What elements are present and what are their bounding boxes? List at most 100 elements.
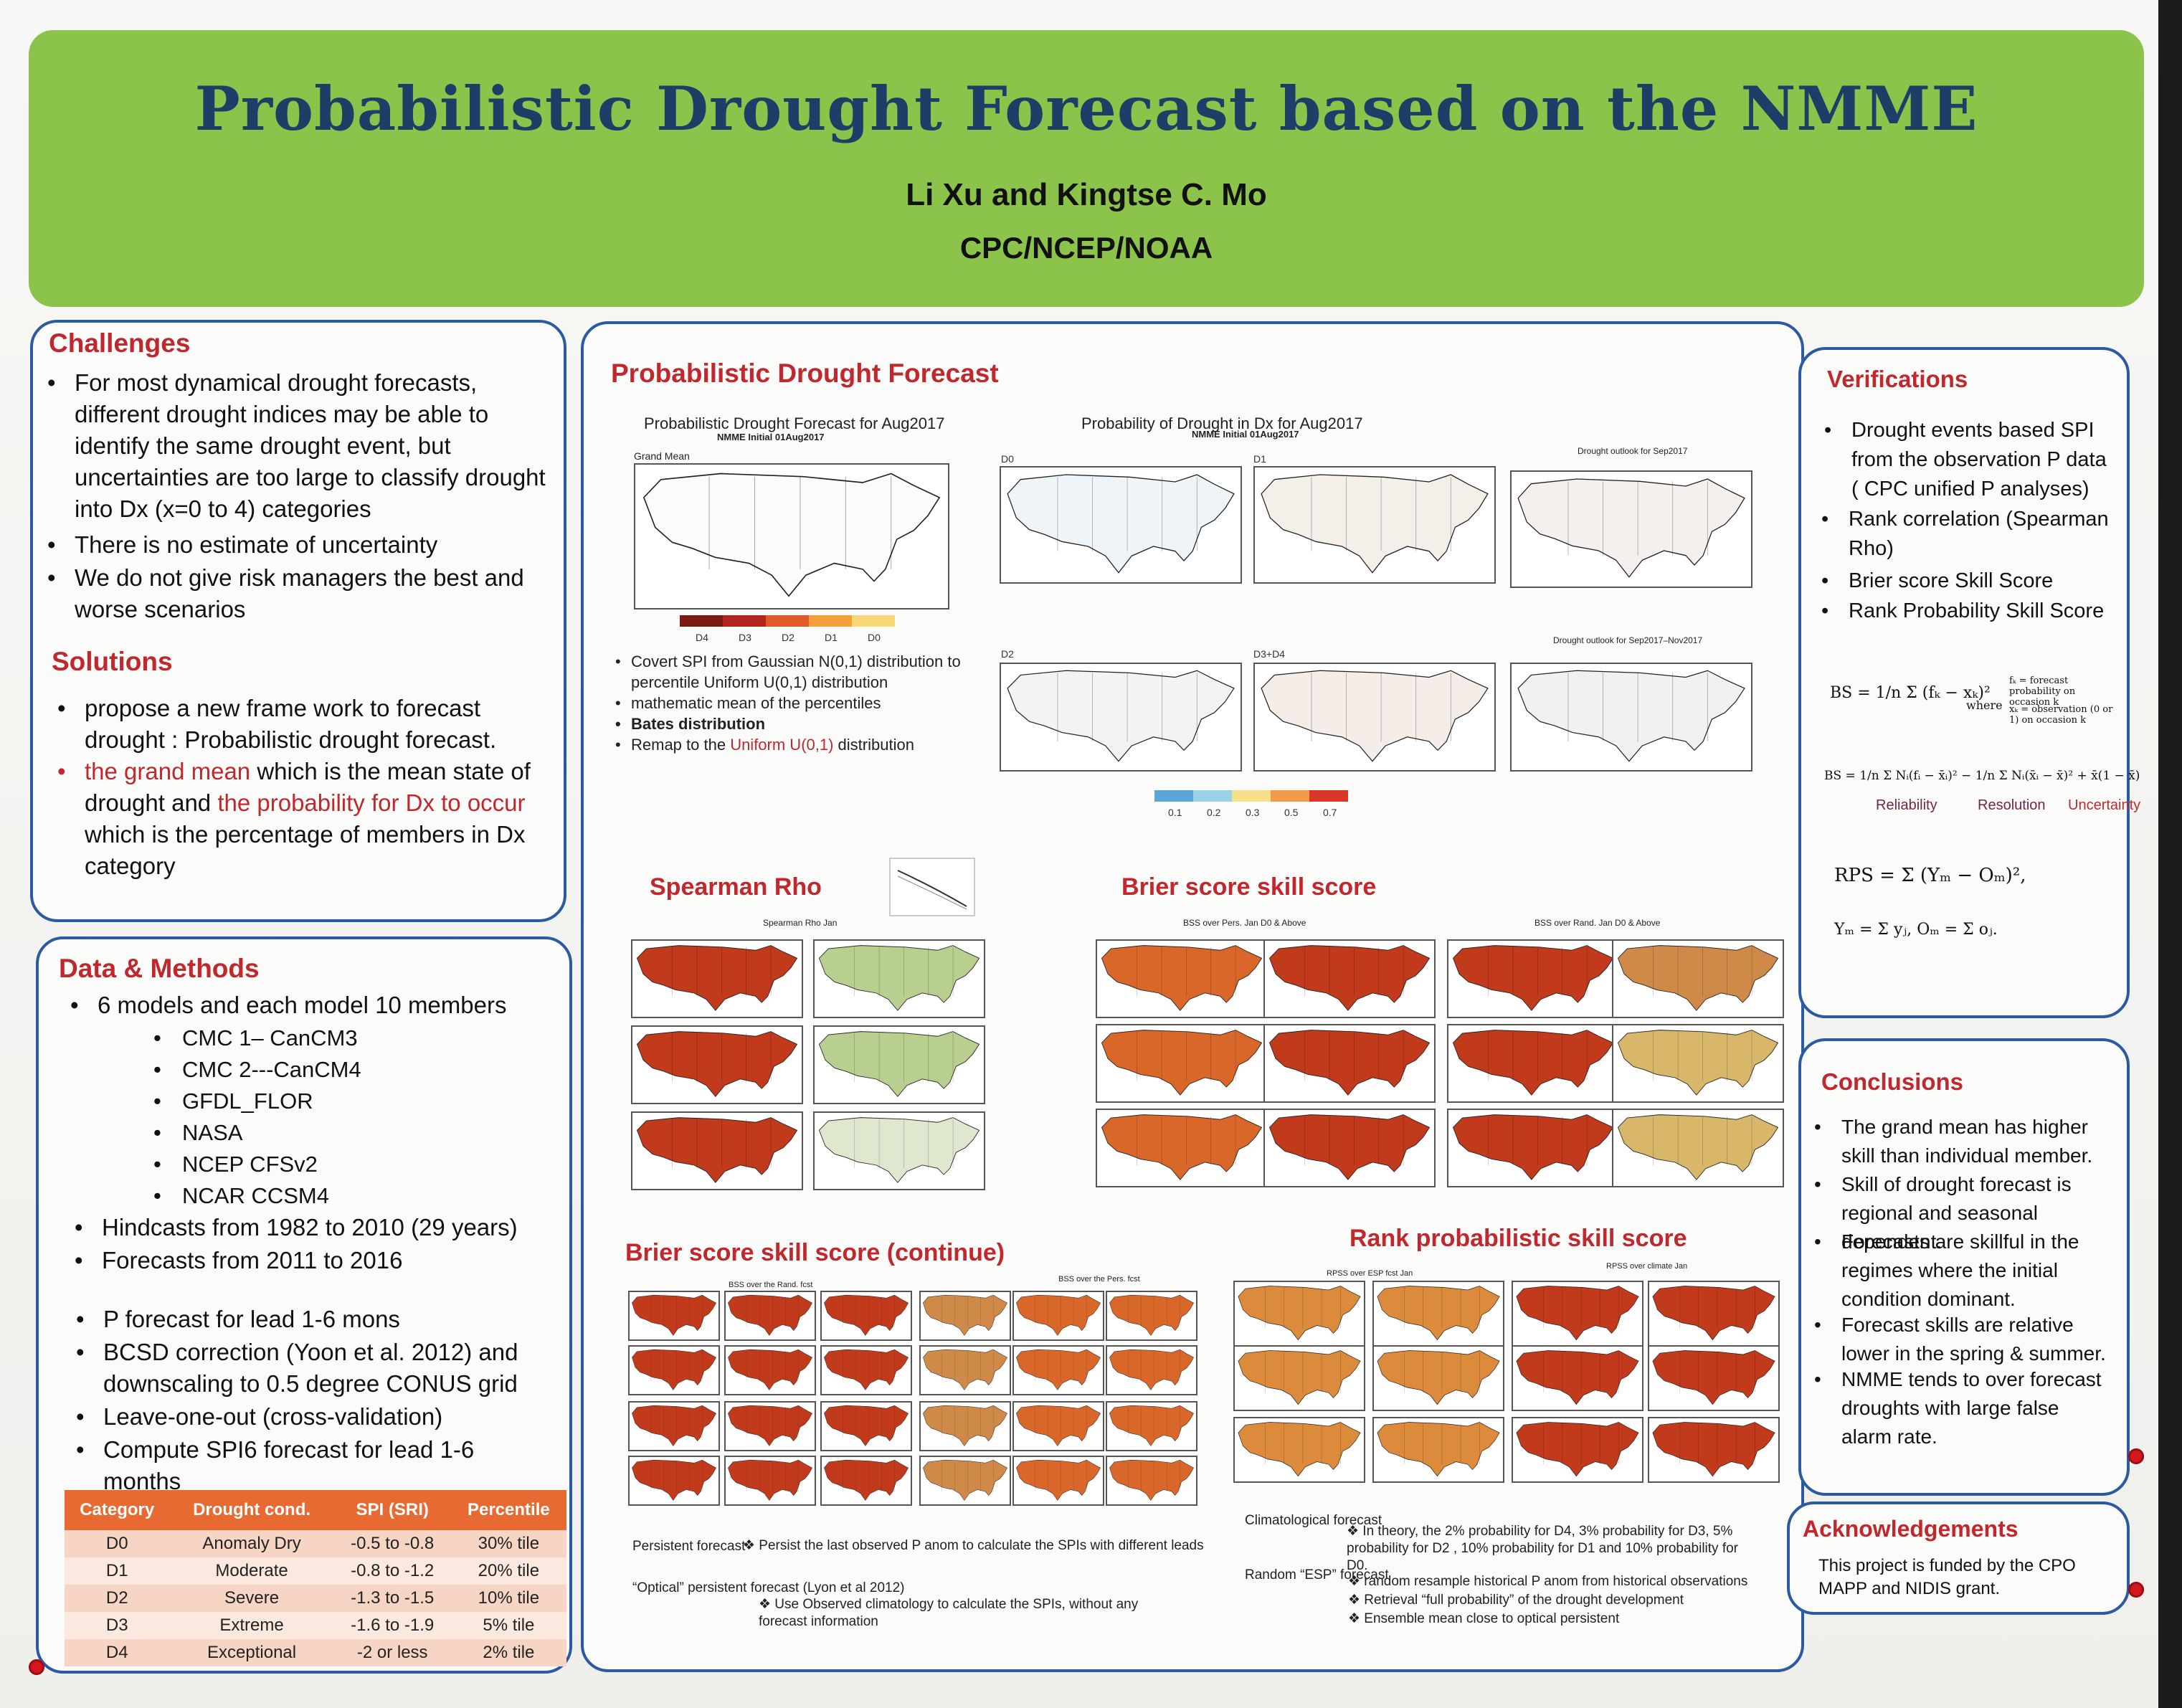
table-cell: D1: [65, 1557, 170, 1585]
table-header: Percentile: [450, 1490, 566, 1530]
method-item: • P forecast for lead 1-6 mons: [76, 1306, 400, 1332]
outlook2-title: Drought outlook for Sep2017–Nov2017: [1553, 635, 1703, 645]
table-cell: -1.6 to -1.9: [333, 1612, 451, 1639]
conclusion-item: • The grand mean has higher skill than in…: [1814, 1116, 2093, 1167]
us-map-panel: [1648, 1417, 1780, 1483]
push-pin: [29, 1659, 44, 1675]
us-map-panel: [813, 1025, 985, 1104]
us-outline-icon: [1377, 1350, 1500, 1405]
poster-affiliation: CPC/NCEP/NOAA: [959, 231, 1213, 265]
push-pin: [2128, 1448, 2144, 1464]
method-item: • Leave-one-out (cross-validation): [76, 1403, 443, 1430]
esp-item: ❖ Retrieval “full probability” of the dr…: [1348, 1593, 1684, 1608]
us-outline-icon: [818, 1031, 980, 1097]
step-item: • Covert SPI from Gaussian N(0,1) distrib…: [615, 653, 961, 691]
us-map-panel: [919, 1291, 1011, 1341]
us-outline-icon: [632, 1405, 716, 1446]
verifications-title: Verifications: [1827, 366, 1968, 392]
us-outline-icon: [1007, 474, 1235, 574]
us-map-panel: [813, 939, 985, 1018]
us-map-panel: [1447, 1024, 1619, 1103]
us-map-panel: [820, 1291, 912, 1341]
solution-item: • the grand mean which is the mean state …: [57, 758, 531, 879]
us-outline-icon: [642, 473, 941, 597]
bs-where: where: [1966, 698, 2003, 712]
colorbar-swatch: [1193, 790, 1232, 802]
us-map-panel: [820, 1401, 912, 1451]
us-outline-icon: [728, 1459, 812, 1501]
dx-panel-label: D2: [1001, 648, 1014, 660]
us-map-panel: [1447, 939, 1619, 1018]
table-cell: 20% tile: [450, 1557, 566, 1585]
us-map-panel: [1512, 1281, 1643, 1347]
us-map-panel: [628, 1345, 720, 1395]
conclusion-item: • NMME tends to over forecast droughts wi…: [1814, 1368, 2102, 1448]
us-outline-icon: [923, 1405, 1007, 1446]
us-outline-icon: [824, 1459, 909, 1501]
us-outline-icon: [923, 1349, 1007, 1390]
table-row: D1 Moderate -0.8 to -1.2 20% tile: [65, 1557, 566, 1585]
data-methods-title: Data & Methods: [59, 954, 260, 983]
bs-formula: BS = 1/n Σ (fₖ − xₖ)²: [1830, 684, 1991, 702]
us-map-panel: [1106, 1345, 1197, 1395]
us-outline-icon: [1238, 1350, 1361, 1405]
fig2-subtitle: NMME Initial 01Aug2017: [1192, 429, 1299, 440]
us-map-panel: [631, 1111, 803, 1190]
us-outline-icon: [1617, 1030, 1779, 1096]
table-body: D0 Anomaly Dry -0.5 to -0.8 30% tile D1 Moder…: [65, 1530, 566, 1666]
method-item: • BCSD correction (Yoon et al. 2012) and …: [76, 1339, 518, 1397]
table-cell: Severe: [169, 1585, 334, 1612]
conclusions-title: Conclusions: [1821, 1068, 1964, 1095]
us-map-panel: [820, 1456, 912, 1506]
step-item: • Remap to the Uniform U(0,1) distributio…: [615, 736, 914, 754]
fig2-title: Probability of Drought in Dx for Aug2017: [1081, 414, 1363, 432]
verifications-panel: Verifications • Drought events based SPI …: [1798, 347, 2140, 1018]
ym-formula: Yₘ = Σ yⱼ, Oₘ = Σ oⱼ.: [1834, 921, 1998, 939]
conclusion-item: • Skill of drought forecast is regional a…: [1814, 1173, 2072, 1253]
us-map-panel: [634, 463, 949, 609]
colorbar-swatches: [1154, 790, 1348, 802]
colorbar-swatch: [809, 615, 852, 627]
colorbar-tick-label: 0.5: [1284, 807, 1299, 818]
us-map-panel: [1012, 1456, 1104, 1506]
table-cell: Anomaly Dry: [169, 1530, 334, 1557]
model-item: • NASA: [153, 1120, 243, 1145]
us-outline-icon: [728, 1405, 812, 1446]
us-outline-icon: [1261, 670, 1489, 762]
brier-title: Brier score skill score: [1121, 873, 1377, 901]
us-outline-icon: [1516, 1422, 1639, 1477]
us-outline-icon: [636, 1117, 798, 1183]
us-map-panel: [1372, 1345, 1504, 1411]
us-outline-icon: [632, 1459, 716, 1501]
us-map-panel: [1512, 1345, 1643, 1411]
us-outline-icon: [824, 1405, 909, 1446]
us-map-panel: [1012, 1345, 1104, 1395]
us-outline-icon: [1109, 1459, 1194, 1501]
colorbar-tick-label: D1: [825, 632, 838, 643]
colorbar-swatch: [1271, 790, 1309, 802]
us-map-panel: [820, 1345, 912, 1395]
us-outline-icon: [1652, 1422, 1775, 1477]
us-map-panel: [919, 1401, 1011, 1451]
us-map-panel: [1012, 1291, 1104, 1341]
us-outline-icon: [824, 1294, 909, 1336]
us-map-panel: [1106, 1291, 1197, 1341]
us-outline-icon: [1101, 945, 1263, 1011]
challenge-item: • For most dynamical drought forecasts, d…: [47, 369, 546, 522]
us-outline-icon: [1517, 670, 1745, 762]
us-outline-icon: [1617, 1114, 1779, 1180]
us-map-panel: [1253, 663, 1496, 772]
us-outline-icon: [1109, 1294, 1194, 1336]
us-outline-icon: [1101, 1114, 1263, 1180]
dx-panel-label: D1: [1253, 453, 1266, 465]
table-row: D4 Exceptional -2 or less 2% tile: [65, 1639, 566, 1666]
persistent-text: ❖ Persist the last observed P anom to ca…: [743, 1538, 1204, 1553]
table-row: D0 Anomaly Dry -0.5 to -0.8 30% tile: [65, 1530, 566, 1557]
model-item: • NCEP CFSv2: [153, 1152, 318, 1177]
colorbar-swatch: [1232, 790, 1271, 802]
colorbar-swatch: [723, 615, 766, 627]
colorbar-swatch: [852, 615, 895, 627]
us-map-panel: [1000, 466, 1242, 584]
brier-continue-title: Brier score skill score (continue): [625, 1239, 1005, 1266]
method-item: • Compute SPI6 forecast for lead 1-6 mont…: [76, 1436, 475, 1494]
